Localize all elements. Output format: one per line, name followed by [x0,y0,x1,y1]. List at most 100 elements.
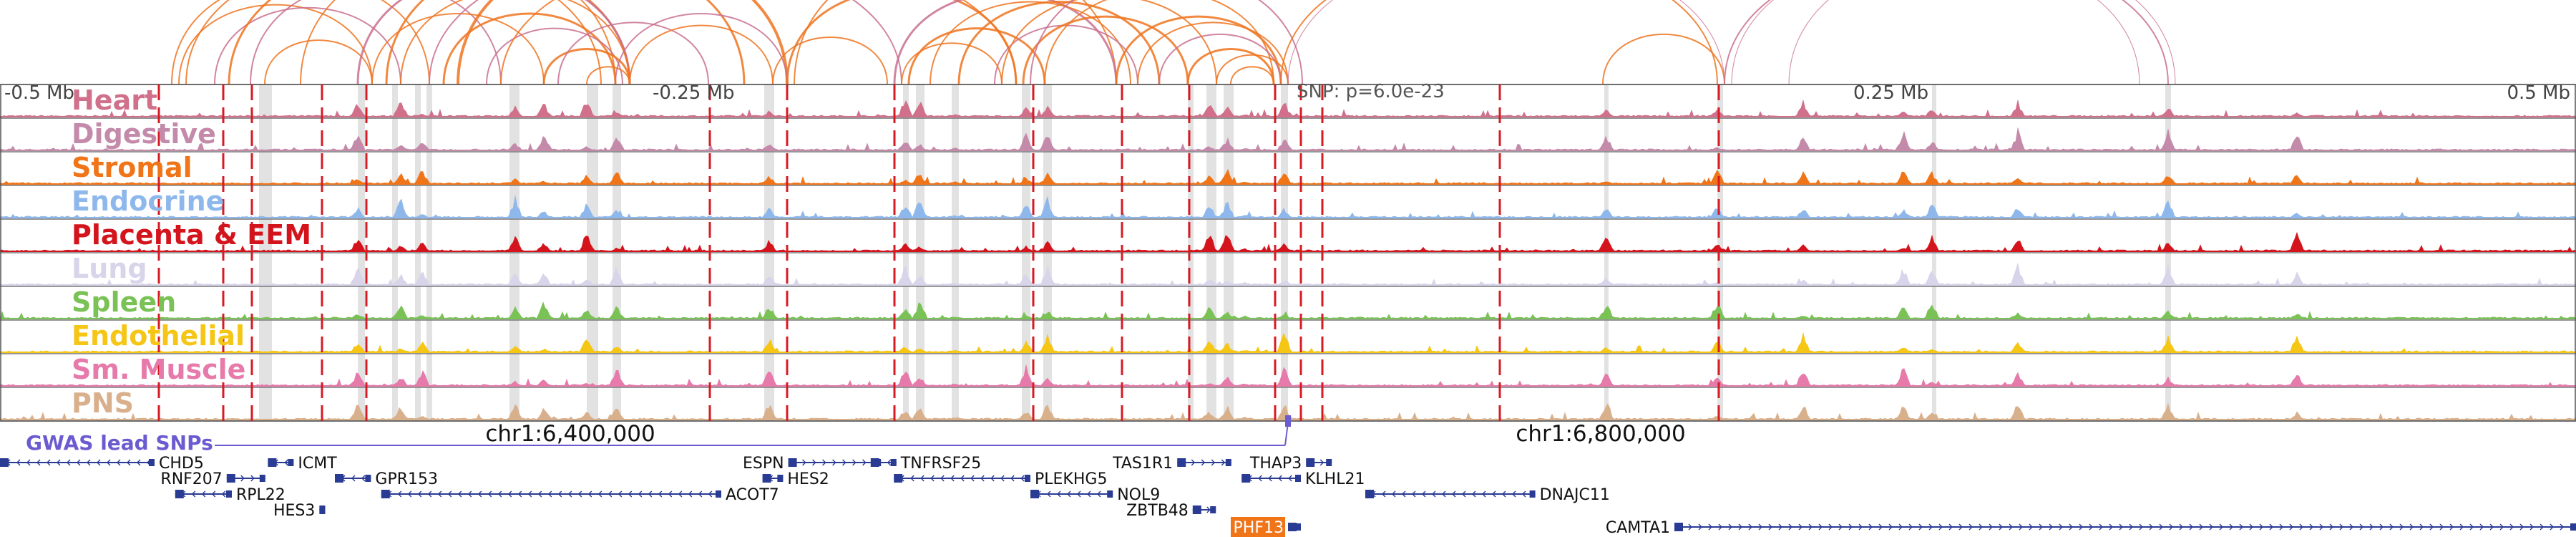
gene-exon [890,459,897,466]
strand-arrow [97,459,101,466]
strand-arrow [1000,475,1005,482]
strand-arrow [950,475,955,482]
strand-arrow [1211,459,1216,466]
strand-arrow [862,459,867,466]
strand-arrow [2429,523,2434,531]
loop-arc [615,13,788,85]
strand-arrow [2449,523,2454,531]
strand-arrow [1288,475,1292,482]
strand-arrow [1948,523,1953,531]
loop-arc [400,0,630,85]
strand-arrow [26,459,31,466]
strand-arrow [437,490,442,498]
strand-arrow [2399,523,2404,531]
strand-arrow [2189,523,2193,531]
loop-arc [901,42,1002,85]
gene-exon [226,474,235,483]
strand-arrow [930,475,935,482]
axis-label-minus-0-5: -0.5 Mb [4,82,74,104]
lead-snp-label: SNP: p=6.0e-23 [1297,81,1445,102]
strand-arrow [2519,523,2524,531]
strand-arrow [467,490,472,498]
track-label: Spleen [72,286,176,318]
strand-arrow [638,490,643,498]
strand-arrow [577,490,582,498]
strand-arrow [417,490,422,498]
strand-arrow [191,490,196,498]
gene-exon [1192,505,1201,514]
strand-arrow [1502,490,1506,498]
coord-label-6400000: chr1:6,400,000 [485,421,655,447]
strand-arrow [1412,490,1416,498]
gene-label: RPL22 [236,486,286,504]
loop-arc [1280,0,1718,85]
gene-exon [2570,523,2576,531]
strand-arrow [812,459,816,466]
gwas-track: GWAS lead SNPs [26,415,1291,455]
strand-arrow [1748,523,1752,531]
strand-arrow [527,490,532,498]
strand-arrow [487,490,492,498]
strand-arrow [2179,523,2183,531]
strand-arrow [1432,490,1436,498]
strand-arrow [127,459,131,466]
strand-arrow [1898,523,1903,531]
strand-arrow [597,490,602,498]
strand-arrow [668,490,673,498]
gene-exon [1365,490,1374,498]
strand-arrow [2329,523,2333,531]
loop-arc [957,1,1161,85]
strand-arrow [16,459,21,466]
loop-arc [629,24,774,85]
strand-arrow [397,490,402,498]
strand-arrow [1522,490,1526,498]
strand-arrow [2550,523,2554,531]
strand-arrow [1999,523,2003,531]
strand-arrow [2029,523,2033,531]
gene-exon [1529,490,1536,498]
strand-arrow [2249,523,2253,531]
strand-arrow [2509,523,2514,531]
gene-exon [788,458,797,467]
gene-exon [1030,490,1039,498]
strand-arrow [407,490,412,498]
strand-arrow [2069,523,2073,531]
track-label: Stromal [72,152,192,183]
strand-arrow [2389,523,2394,531]
strand-arrow [2219,523,2223,531]
strand-arrow [2339,523,2343,531]
gene-exon [226,490,232,498]
loop-arc [457,0,789,85]
loop-arc [557,21,709,85]
loop-arc [1186,48,1275,85]
loop-arc [1287,0,1725,85]
strand-arrow [1482,490,1486,498]
strand-arrow [980,475,985,482]
gene-exon [1025,475,1030,482]
strand-arrow [250,475,255,482]
loop-arc [250,0,502,85]
loop-arc [214,6,401,85]
strand-arrow [2379,523,2384,531]
strand-arrow [2419,523,2424,531]
strand-arrow [2299,523,2303,531]
chromosome-coordinates: chr1:6,400,000 chr1:6,800,000 [485,421,1685,447]
strand-arrow [2089,523,2093,531]
gene-label: KLHL21 [1305,470,1365,488]
gene-exon [365,475,371,482]
strand-arrow [608,490,613,498]
strand-arrow [970,475,975,482]
strand-arrow [1838,523,1843,531]
loop-arc [356,0,631,85]
strand-arrow [2099,523,2103,531]
strand-arrow [1201,459,1206,466]
strand-arrow [852,459,857,466]
gene-label-highlight [1231,517,1285,537]
strand-arrow [1010,475,1015,482]
gene-exon [288,459,294,466]
strand-arrow [1918,523,1923,531]
strand-arrow [698,490,703,498]
loop-arc [178,4,373,85]
strand-arrow [447,490,452,498]
